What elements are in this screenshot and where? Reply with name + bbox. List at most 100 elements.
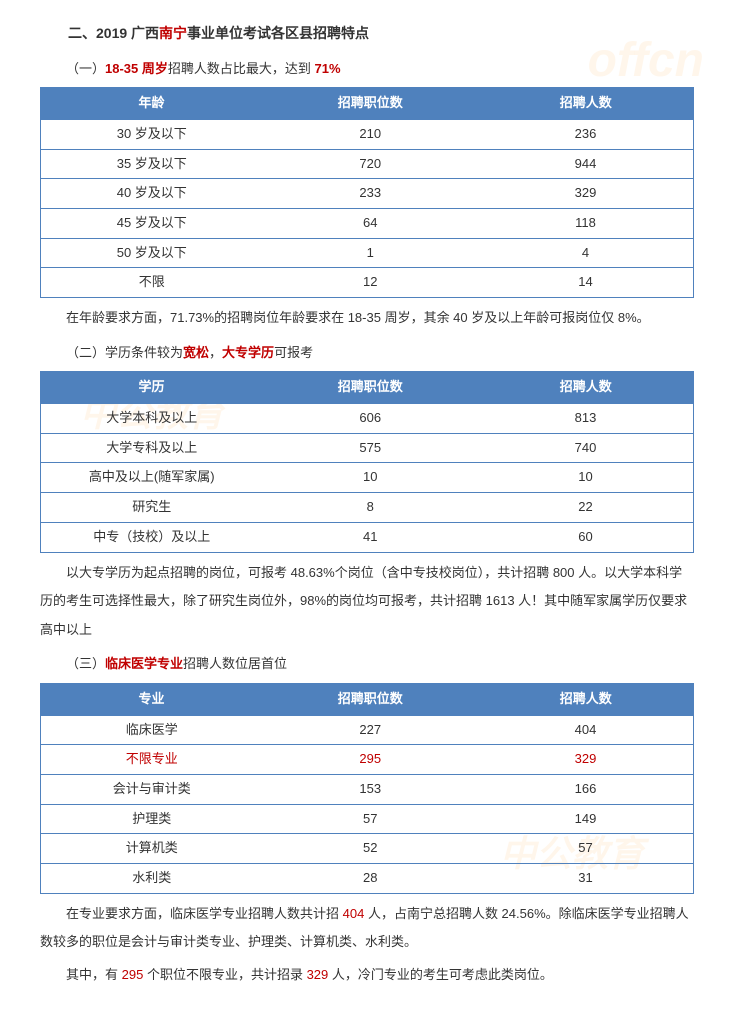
b2-pre: 其中，有 bbox=[66, 967, 122, 982]
table-cell: 118 bbox=[478, 209, 694, 239]
table-row: 30 岁及以下210236 bbox=[41, 119, 694, 149]
table-cell: 28 bbox=[263, 864, 478, 894]
table-cell: 52 bbox=[263, 834, 478, 864]
table-header-row: 学历 招聘职位数 招聘人数 bbox=[41, 372, 694, 404]
section1-title: （一）18-35 周岁招聘人数占比最大，达到 71% bbox=[40, 57, 694, 82]
table-row: 会计与审计类153166 bbox=[41, 775, 694, 805]
table-cell: 227 bbox=[263, 715, 478, 745]
table-cell: 233 bbox=[263, 179, 478, 209]
s2-mid: ， bbox=[209, 345, 222, 360]
b1-red: 404 bbox=[343, 906, 365, 921]
table-row: 计算机类5257 bbox=[41, 834, 694, 864]
table-education: 学历 招聘职位数 招聘人数 大学本科及以上606813大学专科及以上575740… bbox=[40, 371, 694, 552]
b2-suf: 人，冷门专业的考生可考虑此类岗位。 bbox=[328, 967, 553, 982]
s3-red: 临床医学专业 bbox=[105, 656, 183, 671]
table-cell: 45 岁及以下 bbox=[41, 209, 263, 239]
section3-title: （三）临床医学专业招聘人数位居首位 bbox=[40, 652, 694, 677]
table-cell: 1 bbox=[263, 238, 478, 268]
table-cell: 临床医学 bbox=[41, 715, 263, 745]
table-row: 不限专业295329 bbox=[41, 745, 694, 775]
table-row: 高中及以上(随军家属)1010 bbox=[41, 463, 694, 493]
table-row: 水利类2831 bbox=[41, 864, 694, 894]
section2-body: 以大专学历为起点招聘的岗位，可报考 48.63%个岗位（含中专技校岗位），共计招… bbox=[40, 559, 694, 645]
table-cell: 计算机类 bbox=[41, 834, 263, 864]
section2-title: （二）学历条件较为宽松，大专学历可报考 bbox=[40, 341, 694, 366]
heading-prefix: 二、2019 广西 bbox=[68, 25, 159, 41]
table-cell: 606 bbox=[263, 404, 478, 434]
table-cell: 40 岁及以下 bbox=[41, 179, 263, 209]
b2-mid: 个职位不限专业，共计招录 bbox=[143, 967, 306, 982]
th-positions: 招聘职位数 bbox=[263, 372, 478, 404]
table-cell: 10 bbox=[263, 463, 478, 493]
table-cell: 166 bbox=[478, 775, 694, 805]
table-cell: 14 bbox=[478, 268, 694, 298]
table-cell: 57 bbox=[263, 804, 478, 834]
table-cell: 30 岁及以下 bbox=[41, 119, 263, 149]
table-row: 35 岁及以下720944 bbox=[41, 149, 694, 179]
table-row: 护理类57149 bbox=[41, 804, 694, 834]
th-edu: 学历 bbox=[41, 372, 263, 404]
th-people: 招聘人数 bbox=[478, 683, 694, 715]
table-cell: 236 bbox=[478, 119, 694, 149]
main-heading: 二、2019 广西南宁事业单位考试各区县招聘特点 bbox=[40, 20, 694, 47]
s3-suf: 招聘人数位居首位 bbox=[183, 656, 287, 671]
th-people: 招聘人数 bbox=[478, 372, 694, 404]
table-cell: 740 bbox=[478, 433, 694, 463]
table-cell: 149 bbox=[478, 804, 694, 834]
table-cell: 295 bbox=[263, 745, 478, 775]
table-row: 中专（技校）及以上4160 bbox=[41, 522, 694, 552]
s2-red1: 宽松 bbox=[183, 345, 209, 360]
th-people: 招聘人数 bbox=[478, 88, 694, 120]
table-age: 年龄 招聘职位数 招聘人数 30 岁及以下21023635 岁及以下720944… bbox=[40, 87, 694, 298]
table-row: 大学专科及以上575740 bbox=[41, 433, 694, 463]
s3-pre: （三） bbox=[66, 656, 105, 671]
table-cell: 高中及以上(随军家属) bbox=[41, 463, 263, 493]
table-header-row: 专业 招聘职位数 招聘人数 bbox=[41, 683, 694, 715]
b2-red2: 329 bbox=[307, 967, 329, 982]
s1-red2: 71% bbox=[315, 61, 341, 76]
th-major: 专业 bbox=[41, 683, 263, 715]
table-cell: 8 bbox=[263, 493, 478, 523]
table-cell: 153 bbox=[263, 775, 478, 805]
table-cell: 不限 bbox=[41, 268, 263, 298]
table-cell: 575 bbox=[263, 433, 478, 463]
table-cell: 35 岁及以下 bbox=[41, 149, 263, 179]
s1-pre: （一） bbox=[66, 61, 105, 76]
th-positions: 招聘职位数 bbox=[263, 88, 478, 120]
table-cell: 22 bbox=[478, 493, 694, 523]
table-cell: 813 bbox=[478, 404, 694, 434]
table-major: 专业 招聘职位数 招聘人数 临床医学227404不限专业295329会计与审计类… bbox=[40, 683, 694, 894]
table-cell: 中专（技校）及以上 bbox=[41, 522, 263, 552]
table-cell: 64 bbox=[263, 209, 478, 239]
th-positions: 招聘职位数 bbox=[263, 683, 478, 715]
table-cell: 不限专业 bbox=[41, 745, 263, 775]
b1-pre: 在专业要求方面，临床医学专业招聘人数共计招 bbox=[66, 906, 343, 921]
table-header-row: 年龄 招聘职位数 招聘人数 bbox=[41, 88, 694, 120]
heading-red: 南宁 bbox=[159, 25, 187, 41]
table-cell: 720 bbox=[263, 149, 478, 179]
table-cell: 41 bbox=[263, 522, 478, 552]
section3-body1: 在专业要求方面，临床医学专业招聘人数共计招 404 人，占南宁总招聘人数 24.… bbox=[40, 900, 694, 957]
table-cell: 4 bbox=[478, 238, 694, 268]
s1-red1: 18-35 周岁 bbox=[105, 61, 168, 76]
table-cell: 研究生 bbox=[41, 493, 263, 523]
table-cell: 329 bbox=[478, 745, 694, 775]
table-row: 50 岁及以下14 bbox=[41, 238, 694, 268]
table-row: 大学本科及以上606813 bbox=[41, 404, 694, 434]
table-cell: 大学本科及以上 bbox=[41, 404, 263, 434]
table-cell: 404 bbox=[478, 715, 694, 745]
section1-body: 在年龄要求方面，71.73%的招聘岗位年龄要求在 18-35 周岁，其余 40 … bbox=[40, 304, 694, 333]
table-cell: 12 bbox=[263, 268, 478, 298]
heading-suffix: 事业单位考试各区县招聘特点 bbox=[187, 25, 369, 41]
s1-mid: 招聘人数占比最大，达到 bbox=[168, 61, 315, 76]
table-row: 研究生822 bbox=[41, 493, 694, 523]
s2-red2: 大专学历 bbox=[222, 345, 274, 360]
table-row: 临床医学227404 bbox=[41, 715, 694, 745]
document-body: 二、2019 广西南宁事业单位考试各区县招聘特点 （一）18-35 周岁招聘人数… bbox=[40, 20, 694, 990]
table-cell: 护理类 bbox=[41, 804, 263, 834]
table-cell: 31 bbox=[478, 864, 694, 894]
th-age: 年龄 bbox=[41, 88, 263, 120]
table-row: 40 岁及以下233329 bbox=[41, 179, 694, 209]
table-cell: 210 bbox=[263, 119, 478, 149]
table-cell: 329 bbox=[478, 179, 694, 209]
